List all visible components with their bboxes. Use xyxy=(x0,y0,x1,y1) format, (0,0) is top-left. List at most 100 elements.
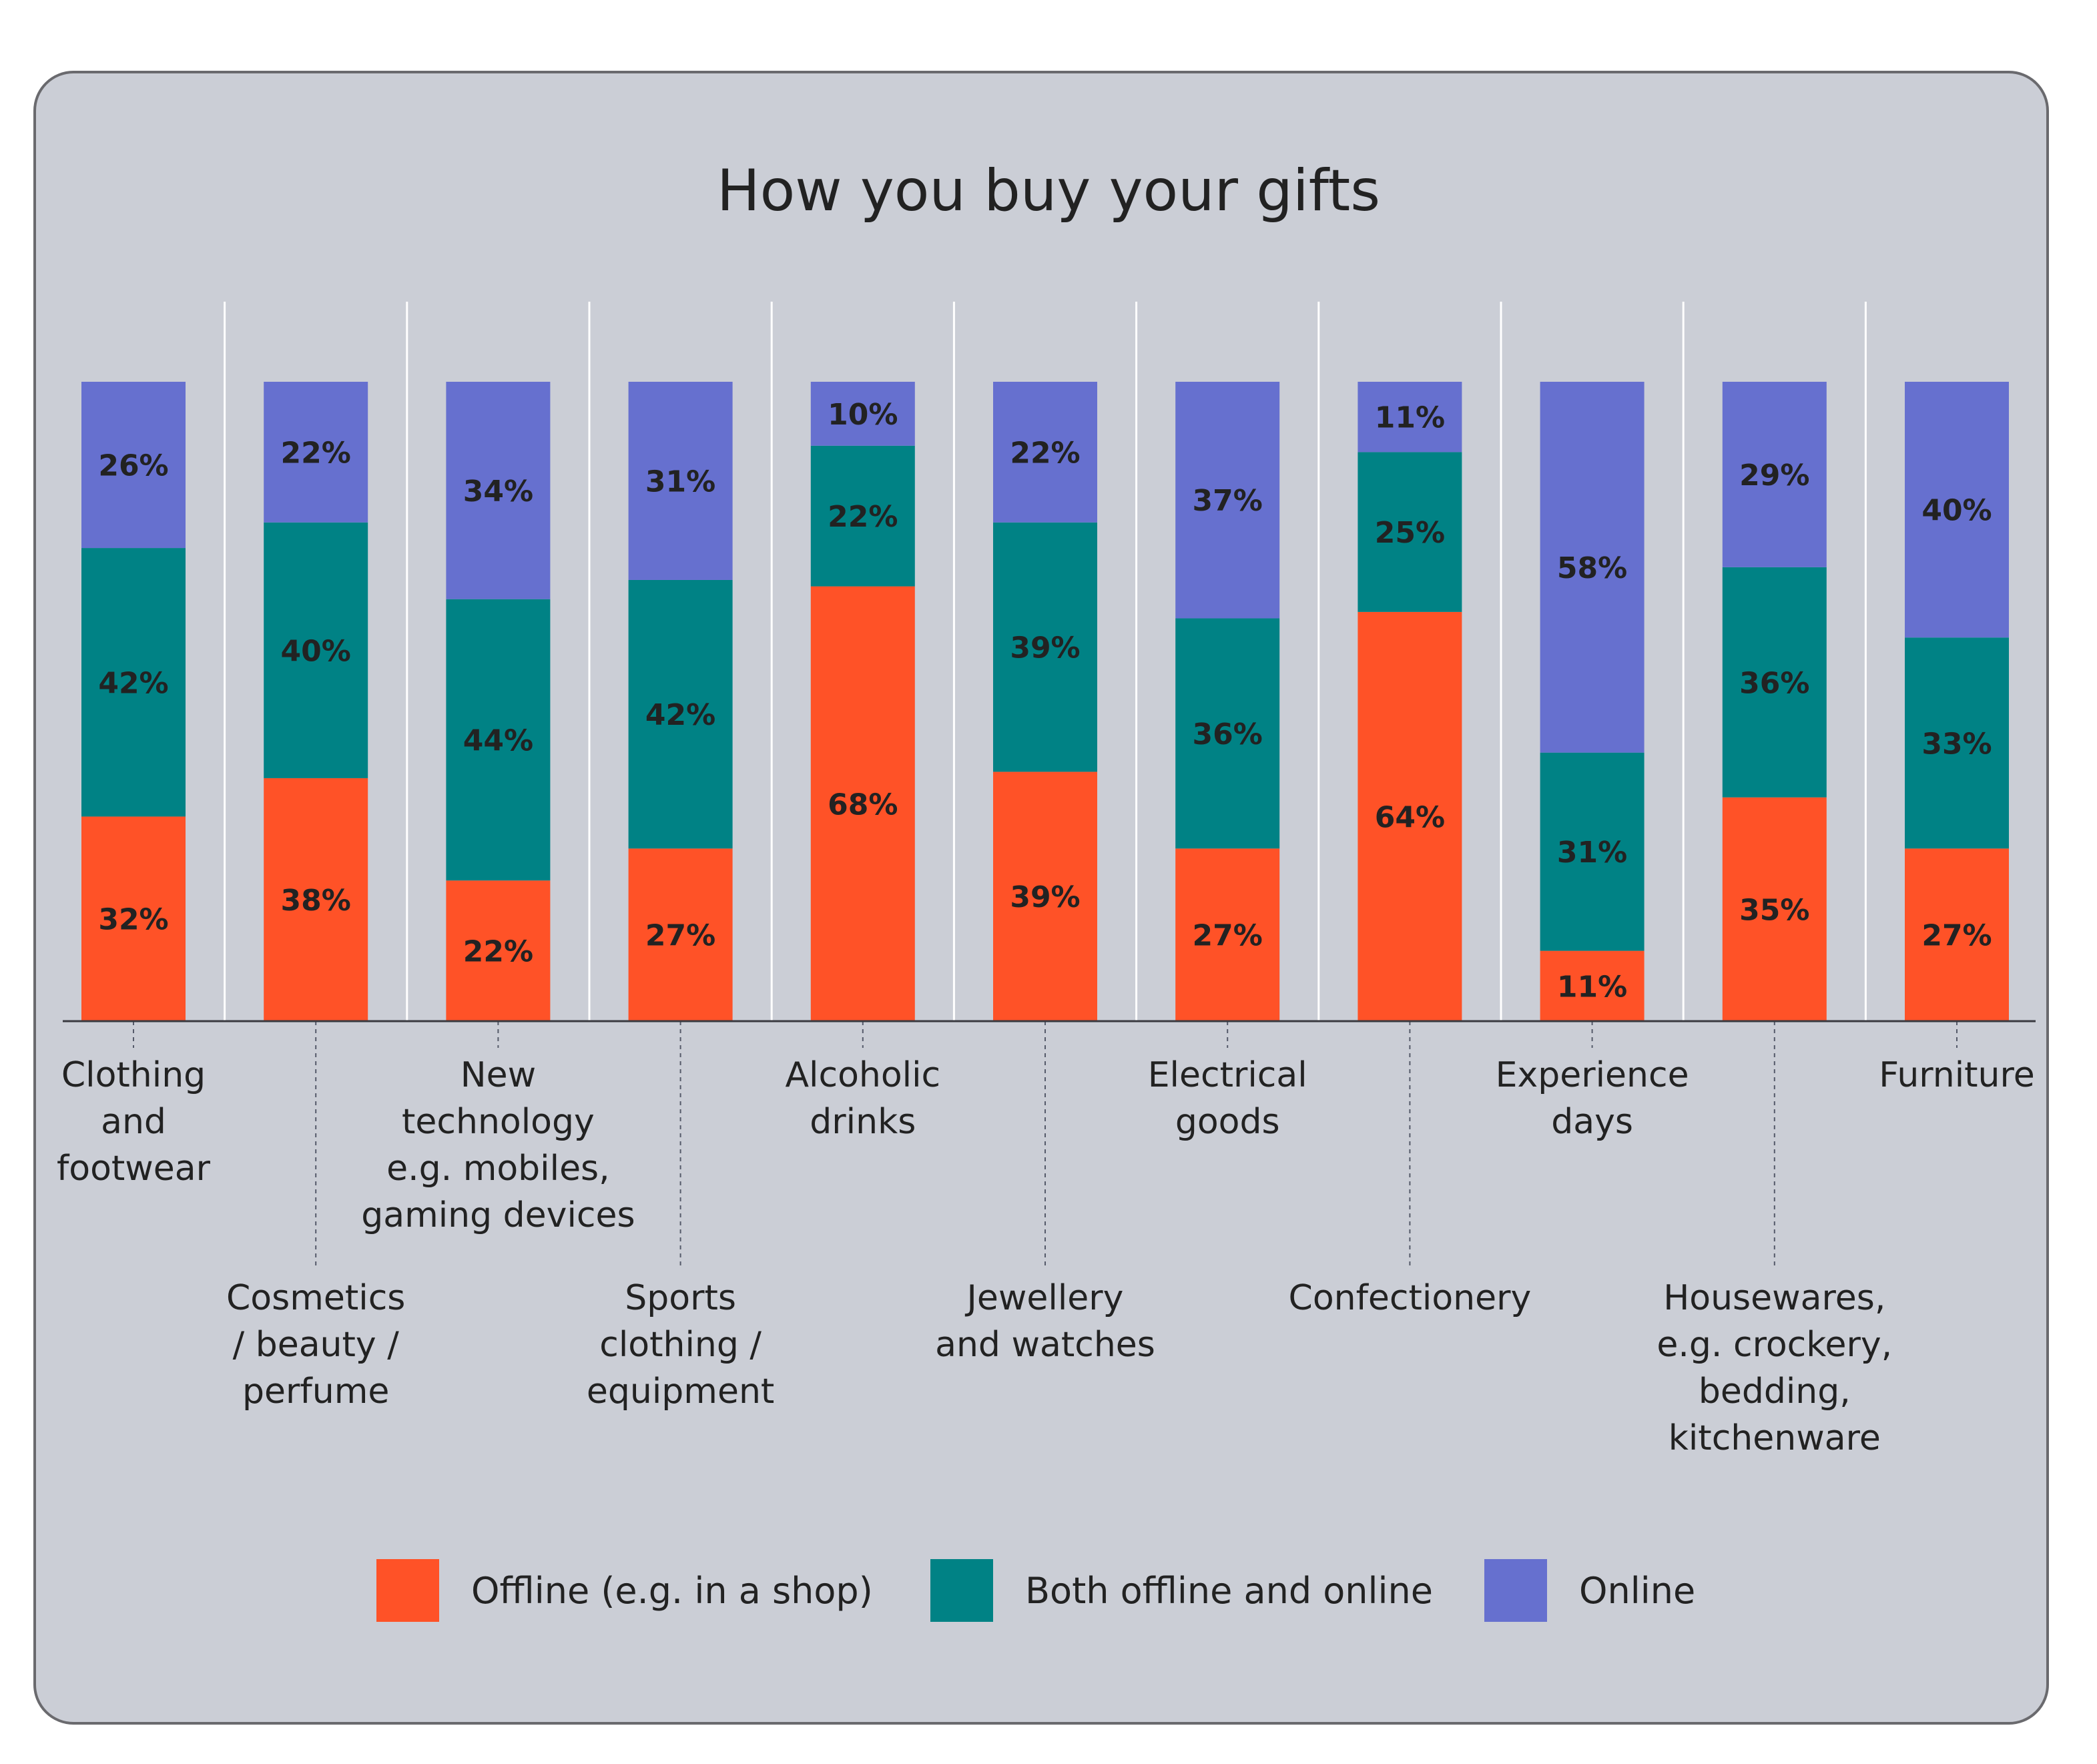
bar-segment xyxy=(81,548,186,817)
bar-segment xyxy=(1540,752,1644,951)
bar-segment xyxy=(1540,382,1644,753)
data-label: 31% xyxy=(1557,836,1627,870)
bar-segment xyxy=(1905,382,2009,638)
data-label: 11% xyxy=(1375,401,1445,435)
bar-segment xyxy=(810,382,915,446)
data-label: 27% xyxy=(1193,919,1263,953)
category-label: Confectionery xyxy=(1289,1278,1532,1318)
data-label: 35% xyxy=(1739,893,1809,927)
bar-segment xyxy=(1905,848,2009,1021)
bar-segment xyxy=(264,778,368,1021)
bar-segment xyxy=(1540,950,1644,1021)
data-label: 27% xyxy=(1921,919,1992,953)
legend-swatch-both xyxy=(930,1559,993,1622)
category-label: Clothing xyxy=(61,1055,206,1095)
bar-segment xyxy=(264,522,368,778)
legend-item-both: Both offline and online xyxy=(930,1559,1433,1622)
bar-segment xyxy=(446,880,551,1021)
data-label: 42% xyxy=(98,666,168,700)
category-label: Alcoholic xyxy=(785,1055,940,1095)
category-label: New xyxy=(461,1055,536,1095)
category-label: bedding, xyxy=(1699,1372,1851,1412)
data-label: 40% xyxy=(1921,494,1992,528)
category-label: / beauty / xyxy=(233,1325,400,1365)
data-label: 39% xyxy=(1010,631,1080,665)
legend-item-offline: Offline (e.g. in a shop) xyxy=(376,1559,873,1622)
bar-segment xyxy=(1358,452,1462,612)
category-label: Sports xyxy=(625,1278,736,1318)
bar-segment xyxy=(1722,382,1827,567)
chart-title: How you buy your gifts xyxy=(716,158,1381,224)
category-label: Electrical xyxy=(1148,1055,1307,1095)
category-label: and xyxy=(101,1102,166,1142)
category-label: equipment xyxy=(587,1372,774,1412)
category-label: drinks xyxy=(810,1102,916,1142)
bar-segment xyxy=(993,522,1097,772)
data-label: 36% xyxy=(1193,717,1263,752)
category-label: and watches xyxy=(935,1325,1155,1365)
category-label: Furniture xyxy=(1879,1055,2034,1095)
category-label: gaming devices xyxy=(361,1195,635,1235)
data-label: 26% xyxy=(98,449,168,483)
bar-segment xyxy=(81,816,186,1021)
legend-swatch-offline xyxy=(376,1559,439,1622)
bar-segment xyxy=(810,445,915,587)
data-label: 10% xyxy=(828,398,898,432)
bar-segment xyxy=(1722,797,1827,1021)
category-label: e.g. mobiles, xyxy=(386,1149,610,1189)
data-label: 37% xyxy=(1193,484,1263,518)
data-label: 44% xyxy=(463,723,533,758)
bar-segment xyxy=(628,848,733,1021)
bar-segment xyxy=(628,382,733,580)
bar-segment xyxy=(993,382,1097,523)
legend-label-online: Online xyxy=(1579,1569,1696,1612)
legend-label-both: Both offline and online xyxy=(1025,1569,1433,1612)
category-label: e.g. crockery, xyxy=(1657,1325,1892,1365)
bar-segment xyxy=(993,772,1097,1021)
data-label: 58% xyxy=(1557,551,1627,585)
category-label: Jewellery xyxy=(965,1278,1124,1318)
data-label: 40% xyxy=(281,634,351,668)
category-label: technology xyxy=(402,1102,595,1142)
category-label: clothing / xyxy=(599,1325,762,1365)
bar-segment xyxy=(264,382,368,523)
bar-segment xyxy=(1175,618,1280,849)
legend-swatch-online xyxy=(1484,1559,1547,1622)
data-label: 64% xyxy=(1375,800,1445,834)
bar-segment xyxy=(1175,848,1280,1021)
data-label: 11% xyxy=(1557,970,1627,1004)
data-label: 68% xyxy=(828,788,898,822)
data-label: 22% xyxy=(828,500,898,534)
bar-segment xyxy=(1358,382,1462,453)
category-label: Cosmetics xyxy=(226,1278,405,1318)
bar-segment xyxy=(1175,382,1280,619)
data-label: 22% xyxy=(463,935,533,969)
data-label: 38% xyxy=(281,884,351,918)
legend-item-online: Online xyxy=(1484,1559,1695,1622)
bar-segment xyxy=(628,579,733,849)
bar-segment xyxy=(1358,611,1462,1021)
bar-segment xyxy=(446,599,551,881)
bar-segment xyxy=(810,586,915,1021)
data-label: 27% xyxy=(645,919,715,953)
data-label: 32% xyxy=(98,903,168,937)
category-label: Housewares, xyxy=(1663,1278,1885,1318)
data-label: 25% xyxy=(1375,516,1445,550)
data-label: 42% xyxy=(645,698,715,732)
data-label: 29% xyxy=(1739,459,1809,493)
data-label: 22% xyxy=(281,436,351,470)
bar-segment xyxy=(1722,567,1827,798)
data-label: 36% xyxy=(1739,666,1809,700)
bar-segment xyxy=(446,382,551,599)
legend-label-offline: Offline (e.g. in a shop) xyxy=(471,1569,873,1612)
category-label: days xyxy=(1551,1102,1633,1142)
data-label: 22% xyxy=(1010,436,1080,470)
data-label: 34% xyxy=(463,475,533,509)
data-label: 39% xyxy=(1010,880,1080,914)
category-label: footwear xyxy=(57,1149,211,1189)
category-label: kitchenware xyxy=(1669,1418,1881,1458)
bar-segment xyxy=(81,382,186,549)
data-label: 31% xyxy=(645,465,715,499)
category-label: goods xyxy=(1175,1102,1280,1142)
